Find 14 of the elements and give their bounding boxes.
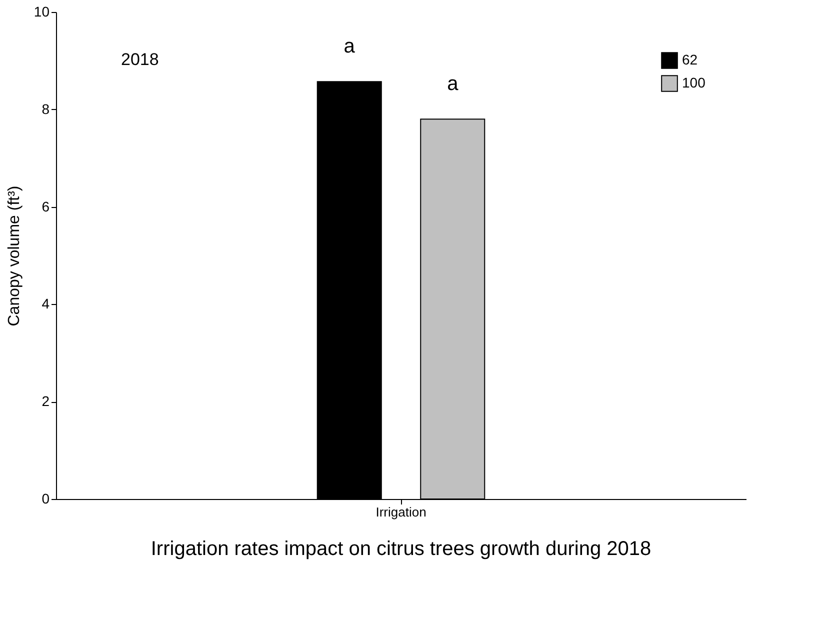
- y-tick-label: 8: [42, 100, 50, 117]
- text: Irrigation rates impact on citrus trees growth during 2018: [150, 538, 652, 560]
- y-tick-label: 10: [34, 4, 50, 20]
- annotation: a: [344, 36, 356, 58]
- y-tick-label: 0: [42, 490, 50, 506]
- y-tick-label: 2: [42, 393, 50, 410]
- annotation: 2018: [121, 50, 159, 69]
- annotation: a: [447, 73, 460, 96]
- y-tick-label: 6: [42, 198, 50, 214]
- y-tick-label: 4: [42, 296, 50, 312]
- x-tick-label: Irrigation: [376, 504, 426, 520]
- legend-label: 100: [682, 74, 706, 90]
- y-axis-title: Canopy volume (ft³): [6, 186, 23, 326]
- legend-label: 62: [682, 52, 698, 68]
